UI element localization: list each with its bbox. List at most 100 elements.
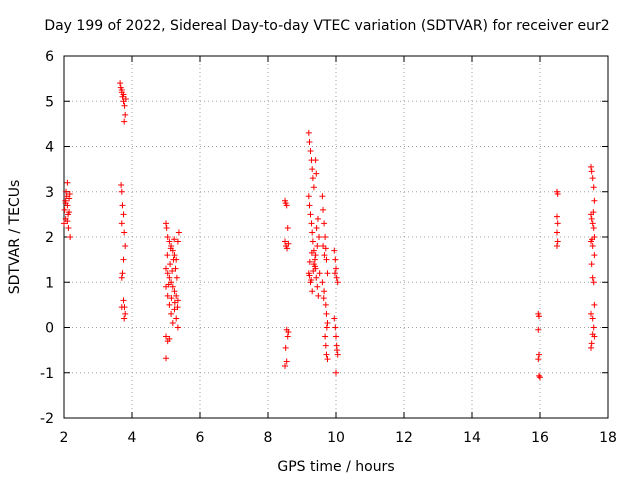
data-point	[169, 283, 176, 290]
data-point	[333, 333, 339, 340]
data-point	[311, 263, 318, 270]
data-point	[309, 229, 316, 236]
data-point	[282, 362, 288, 369]
data-point	[589, 236, 596, 243]
data-point	[320, 243, 327, 250]
data-point	[61, 206, 68, 213]
data-point	[554, 238, 561, 245]
data-point	[590, 209, 597, 216]
data-point	[305, 193, 312, 200]
data-point	[321, 252, 328, 259]
data-point	[66, 191, 73, 198]
data-point	[164, 234, 171, 240]
data-point	[118, 304, 125, 311]
data-point	[323, 351, 330, 358]
x-axis-label: GPS time / hours	[277, 459, 394, 475]
data-point	[168, 295, 175, 302]
y-tick-label: 3	[45, 185, 54, 201]
data-point	[163, 220, 169, 227]
data-point	[306, 258, 313, 265]
data-point	[169, 267, 176, 274]
data-point	[589, 331, 596, 338]
data-point	[120, 256, 127, 263]
data-point	[535, 372, 542, 379]
data-point	[319, 279, 326, 286]
data-point	[315, 292, 322, 299]
y-tick-label: -1	[40, 366, 54, 382]
data-point	[334, 279, 341, 286]
data-point	[64, 179, 71, 186]
data-point	[307, 211, 314, 218]
data-point	[171, 252, 178, 259]
data-point	[323, 310, 330, 317]
data-point	[554, 243, 560, 250]
data-point	[588, 261, 595, 268]
data-point	[285, 240, 292, 247]
data-point	[120, 91, 127, 98]
data-point	[119, 270, 126, 277]
data-point	[66, 195, 73, 202]
data-point	[589, 220, 596, 227]
data-point	[122, 95, 129, 102]
data-point	[333, 274, 340, 281]
data-point	[334, 347, 341, 354]
data-point	[331, 270, 338, 277]
data-point	[535, 356, 542, 363]
x-tick-label: 10	[327, 430, 345, 446]
data-point	[331, 315, 338, 322]
data-point	[284, 224, 291, 231]
data-point	[284, 333, 291, 340]
data-point	[282, 238, 288, 245]
data-point	[588, 310, 594, 317]
data-point	[309, 166, 316, 173]
y-tick-label: 2	[45, 230, 54, 246]
y-tick-label: 1	[45, 275, 54, 291]
x-tick-label: 16	[531, 430, 549, 446]
data-point	[118, 86, 125, 93]
data-point	[589, 315, 596, 322]
data-point	[589, 175, 596, 182]
data-point	[322, 301, 329, 308]
data-point	[324, 319, 331, 326]
data-point	[121, 118, 128, 125]
data-point	[537, 374, 543, 381]
data-point	[175, 229, 182, 236]
data-point	[118, 188, 125, 195]
data-point	[164, 292, 171, 299]
data-point	[118, 274, 125, 281]
data-point	[166, 335, 173, 342]
data-point	[332, 256, 339, 263]
data-point	[163, 224, 170, 231]
data-point	[168, 310, 175, 317]
data-point	[333, 369, 339, 376]
x-tick-label: 14	[463, 430, 481, 446]
data-point	[171, 306, 178, 313]
data-point	[321, 288, 328, 295]
data-point	[284, 245, 291, 252]
data-point	[117, 80, 124, 87]
data-point	[169, 319, 176, 326]
data-point	[121, 229, 128, 236]
data-point	[308, 249, 315, 256]
data-point	[554, 213, 560, 220]
data-point	[314, 283, 321, 290]
x-tick-label: 2	[60, 430, 69, 446]
data-point	[322, 333, 329, 340]
data-point	[307, 148, 314, 155]
data-point	[535, 313, 542, 320]
data-point	[174, 297, 181, 304]
data-point	[591, 252, 598, 259]
data-point	[165, 281, 172, 288]
data-point	[308, 220, 315, 227]
data-point	[322, 234, 329, 240]
data-point	[309, 238, 316, 245]
data-point	[588, 344, 594, 351]
data-point	[323, 256, 330, 263]
data-point	[173, 292, 180, 299]
y-tick-label: 4	[45, 140, 54, 156]
y-tick-label: 5	[45, 94, 54, 110]
data-point	[67, 234, 74, 240]
data-point	[119, 202, 126, 209]
data-point	[122, 111, 129, 118]
